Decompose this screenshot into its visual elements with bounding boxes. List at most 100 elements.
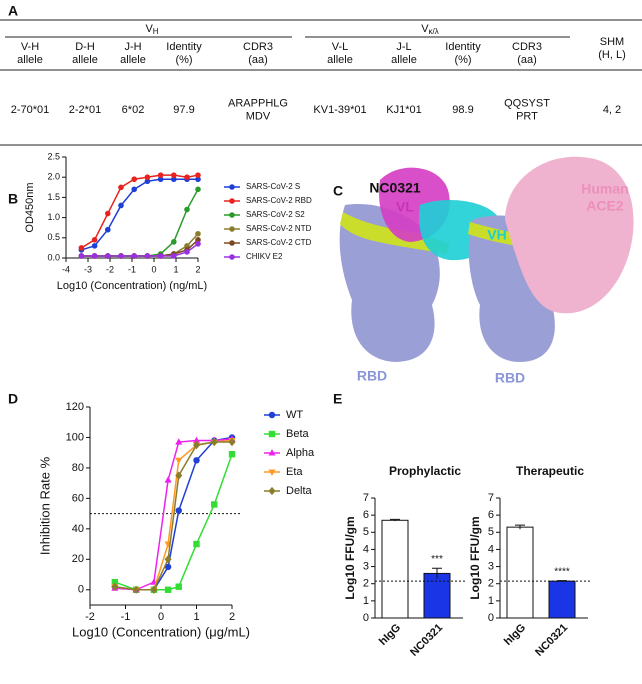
y-axis-label: Log10 FFU/gm — [468, 516, 482, 599]
x-tick-label: -2 — [85, 611, 95, 623]
marker — [91, 237, 98, 243]
y-tick-label: 2.5 — [47, 151, 60, 161]
marker — [228, 437, 236, 447]
table-cell: 97.9 — [173, 104, 194, 116]
marker — [193, 457, 200, 464]
y-tick-label: 1 — [363, 595, 369, 607]
x-tick-label: 0 — [158, 611, 164, 623]
marker — [118, 184, 124, 191]
marker — [164, 555, 172, 564]
series-line — [81, 178, 198, 251]
y-tick-label: 7 — [488, 492, 494, 504]
x-tick-label: -1 — [121, 611, 131, 623]
table-cell: QQSYST — [504, 97, 550, 109]
y-axis-label: Inhibition Rate % — [37, 456, 52, 555]
table-cell: PRT — [516, 110, 538, 122]
marker — [144, 174, 151, 180]
legend-marker — [268, 430, 276, 438]
bar — [548, 580, 576, 619]
group-sub: H — [153, 27, 159, 36]
marker — [211, 501, 218, 508]
legend-marker — [268, 411, 276, 419]
marker — [175, 457, 183, 465]
marker — [195, 186, 201, 193]
marker — [195, 241, 201, 247]
series-line — [81, 188, 199, 257]
legend-label: SARS-CoV-2 S2 — [246, 210, 305, 219]
column-header: (%) — [454, 54, 471, 66]
column-header: Identity — [445, 41, 481, 53]
marker — [78, 245, 85, 251]
y-tick-label: 5 — [488, 526, 494, 538]
marker — [118, 202, 124, 209]
legend-label: Eta — [286, 466, 303, 478]
marker — [164, 586, 172, 593]
table-cell: ARAPPHLG — [228, 97, 288, 109]
series-line — [114, 441, 232, 591]
x-tick-label: -4 — [62, 264, 70, 274]
marker — [171, 176, 177, 183]
legend-label: SARS-CoV-2 CTD — [246, 238, 312, 247]
marker — [184, 243, 190, 249]
column-header: allele — [72, 54, 98, 66]
marker — [175, 583, 182, 590]
column-header: (aa) — [517, 54, 537, 66]
legend-label: SARS-CoV-2 S — [246, 182, 300, 191]
y-tick-label: 2 — [488, 578, 494, 590]
y-tick-label: 80 — [72, 462, 84, 474]
y-tick-label: 0.0 — [47, 252, 60, 262]
column-header: V-L — [332, 41, 349, 53]
legend-label: Beta — [286, 428, 310, 440]
y-tick-label: 7 — [363, 492, 369, 504]
marker — [175, 507, 182, 514]
x-axis-label: Log10 (Concentration) (μg/mL) — [72, 624, 250, 639]
y-tick-label: 2.0 — [47, 172, 60, 182]
group-header: Vκ/λ — [421, 23, 439, 36]
x-tick-label: -2 — [106, 264, 114, 274]
legend-marker — [229, 198, 235, 204]
x-tick-label: 1 — [173, 264, 178, 274]
y-tick-label: 4 — [363, 543, 369, 555]
x-tick-label: 1 — [193, 611, 199, 623]
marker — [105, 253, 111, 259]
x-tick-label: NC0321 — [408, 622, 445, 659]
column-header: (aa) — [248, 54, 268, 66]
y-tick-label: 0 — [363, 612, 369, 624]
column-header: J-H — [124, 41, 141, 53]
marker — [164, 476, 172, 483]
marker — [195, 172, 201, 178]
marker — [157, 253, 164, 259]
column-header: CDR3 — [243, 41, 273, 53]
series-line — [114, 438, 233, 591]
legend-marker — [229, 240, 235, 246]
marker — [195, 176, 201, 183]
marker — [193, 540, 200, 548]
vh-label: VH — [487, 227, 506, 243]
x-tick-label: hIgG — [377, 622, 403, 648]
y-tick-label: 5 — [363, 526, 369, 538]
y-tick-label: 3 — [363, 560, 369, 572]
error-bar — [390, 518, 400, 522]
group-main: V — [421, 23, 429, 35]
marker — [192, 440, 201, 450]
structure-image — [339, 156, 634, 362]
legend-marker — [229, 226, 235, 232]
legend-label: WT — [286, 409, 303, 421]
marker — [175, 471, 183, 480]
group-header: VH — [145, 23, 158, 36]
marker — [164, 563, 172, 571]
marker — [157, 172, 164, 178]
table-cell: KJ1*01 — [386, 104, 421, 116]
marker — [131, 176, 137, 183]
y-tick-label: 2 — [363, 578, 369, 590]
marker — [131, 253, 137, 259]
bar — [381, 519, 409, 619]
legend-label: SARS-CoV-2 RBD — [246, 196, 312, 205]
x-tick-label: -3 — [84, 264, 92, 274]
x-tick-label: -1 — [128, 264, 136, 274]
y-tick-label: 0 — [488, 612, 494, 624]
y-tick-label: 0 — [78, 584, 84, 596]
marker — [132, 585, 140, 594]
marker — [118, 253, 124, 259]
column-header: allele — [327, 54, 353, 66]
